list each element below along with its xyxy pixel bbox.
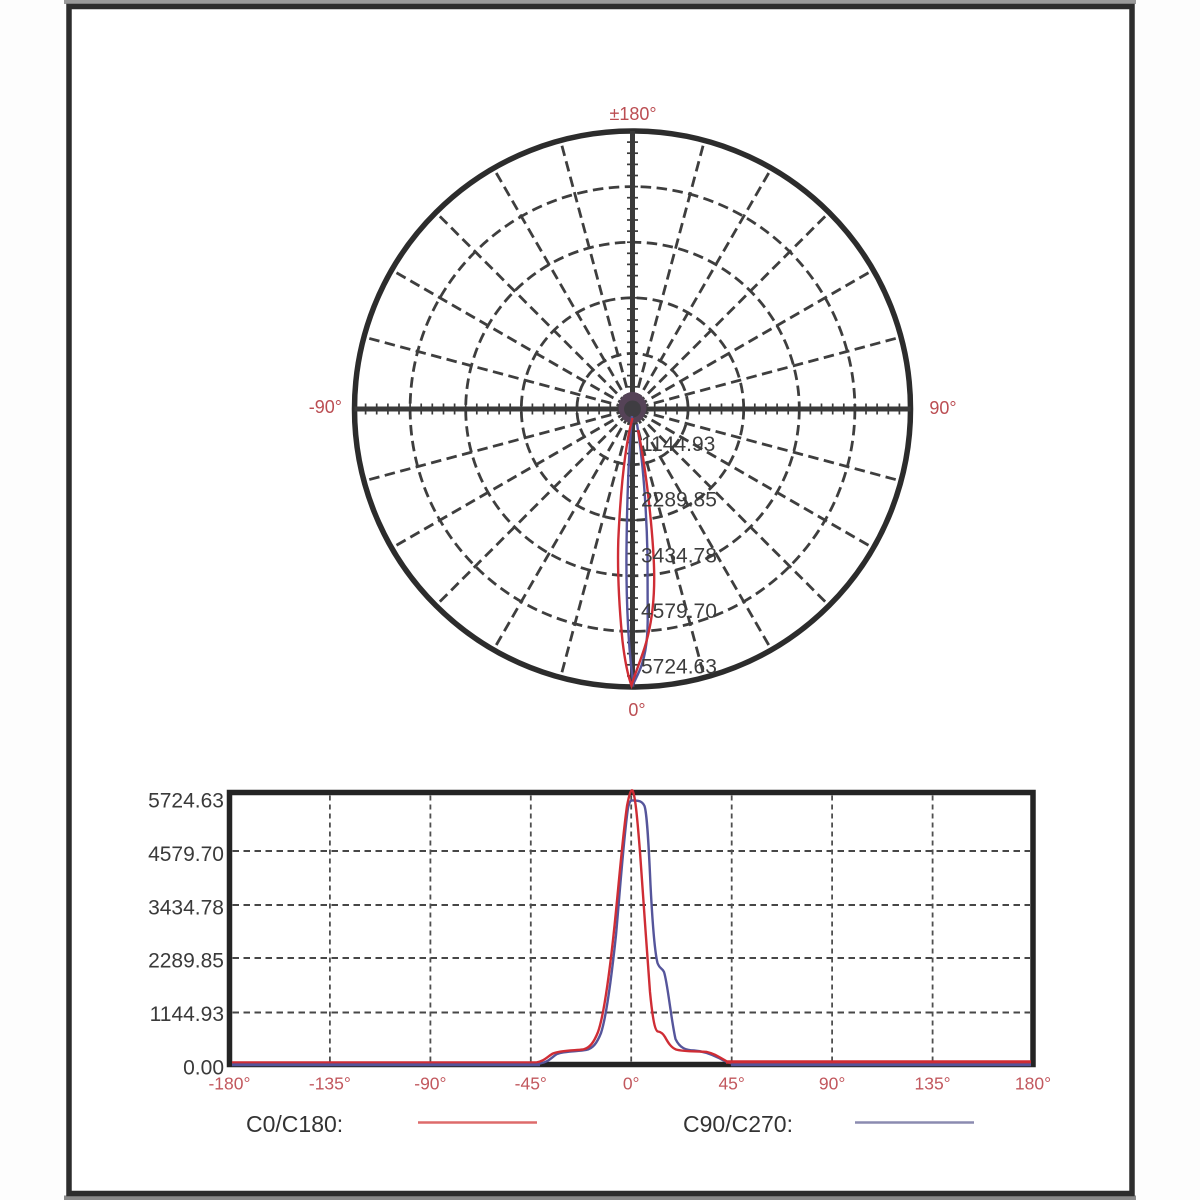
svg-text:180°: 180°: [1015, 1074, 1051, 1094]
svg-text:-90°: -90°: [309, 397, 342, 417]
svg-text:5724.63: 5724.63: [148, 790, 224, 813]
svg-text:5724.63: 5724.63: [641, 656, 717, 679]
svg-text:-180°: -180°: [208, 1074, 250, 1094]
svg-text:2289.85: 2289.85: [148, 950, 224, 973]
svg-text:1144.93: 1144.93: [150, 1003, 224, 1026]
svg-text:3434.78: 3434.78: [641, 544, 717, 567]
svg-text:4579.70: 4579.70: [148, 843, 224, 866]
svg-text:90°: 90°: [929, 398, 956, 418]
svg-text:0°: 0°: [628, 700, 645, 720]
svg-text:45°: 45°: [718, 1074, 744, 1094]
svg-text:C90/C270:: C90/C270:: [683, 1111, 793, 1137]
svg-text:2289.85: 2289.85: [641, 489, 717, 512]
svg-text:-45°: -45°: [515, 1074, 547, 1094]
svg-text:-90°: -90°: [414, 1074, 446, 1094]
svg-text:135°: 135°: [914, 1074, 950, 1094]
svg-text:-135°: -135°: [309, 1074, 351, 1094]
svg-text:1144.93: 1144.93: [641, 433, 715, 456]
svg-text:0.00: 0.00: [183, 1057, 224, 1080]
svg-text:0°: 0°: [623, 1074, 640, 1094]
svg-text:4579.70: 4579.70: [641, 600, 717, 623]
svg-text:90°: 90°: [819, 1074, 845, 1094]
svg-text:3434.78: 3434.78: [148, 897, 224, 920]
svg-text:C0/C180:: C0/C180:: [246, 1111, 343, 1137]
svg-text:±180°: ±180°: [609, 104, 656, 124]
